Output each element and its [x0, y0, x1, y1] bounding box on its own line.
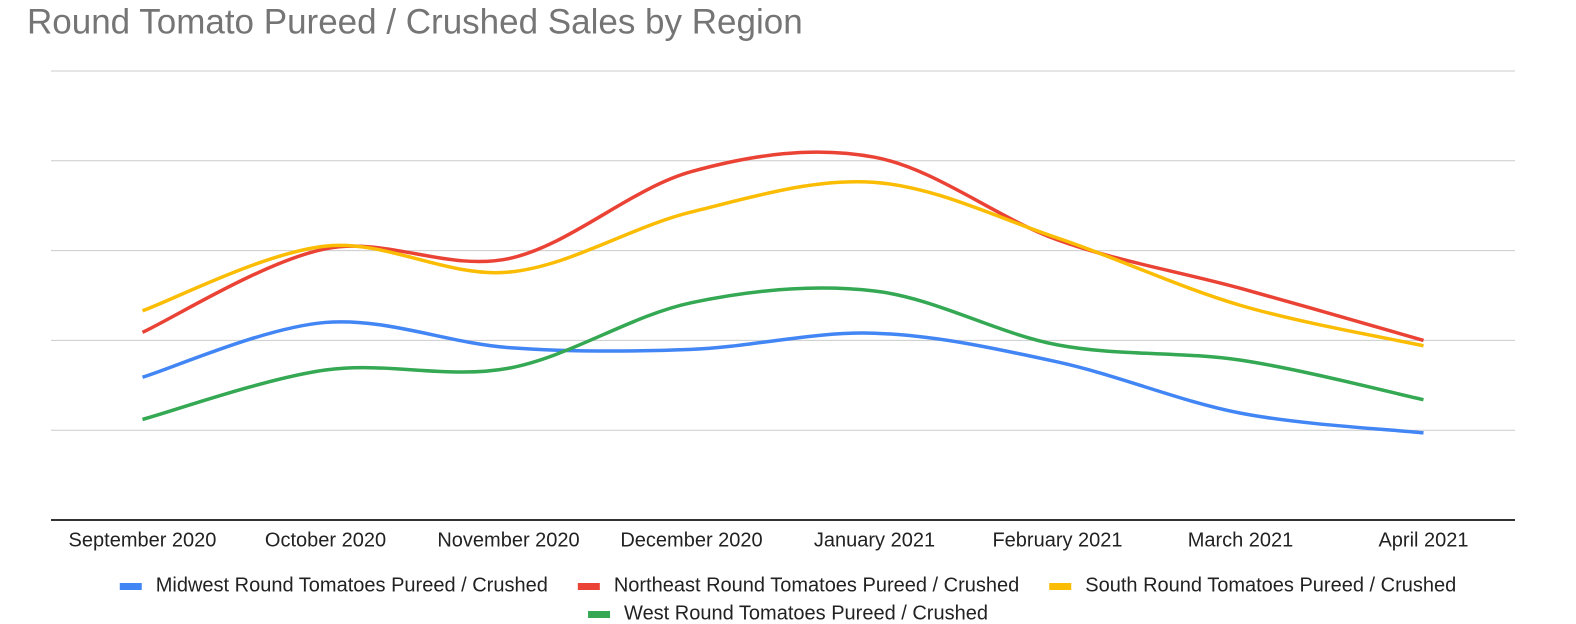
x-tick-label: September 2020: [69, 529, 217, 551]
series-line: [141, 180, 1424, 348]
legend-swatch: [588, 611, 611, 618]
series-line: [142, 286, 1424, 422]
legend-label: South Round Tomatoes Pureed / Crushed: [1085, 574, 1456, 596]
x-tick-label: January 2021: [814, 529, 935, 551]
legend-label: West Round Tomatoes Pureed / Crushed: [624, 602, 988, 624]
x-tick-label: October 2020: [265, 529, 386, 551]
legend-label: Midwest Round Tomatoes Pureed / Crushed: [156, 574, 548, 596]
x-tick-label: February 2021: [992, 529, 1122, 551]
chart-title: Round Tomato Pureed / Crushed Sales by R…: [27, 2, 803, 41]
legend-swatch: [119, 583, 142, 590]
legend-swatch: [1049, 583, 1072, 590]
series-line: [141, 320, 1424, 435]
x-tick-label: December 2020: [620, 529, 762, 551]
x-tick-label: April 2021: [1378, 529, 1468, 551]
legend-label: Northeast Round Tomatoes Pureed / Crushe…: [614, 574, 1019, 596]
x-tick-label: November 2020: [437, 529, 579, 551]
x-tick-label: March 2021: [1188, 529, 1294, 551]
legend-swatch: [577, 583, 600, 590]
